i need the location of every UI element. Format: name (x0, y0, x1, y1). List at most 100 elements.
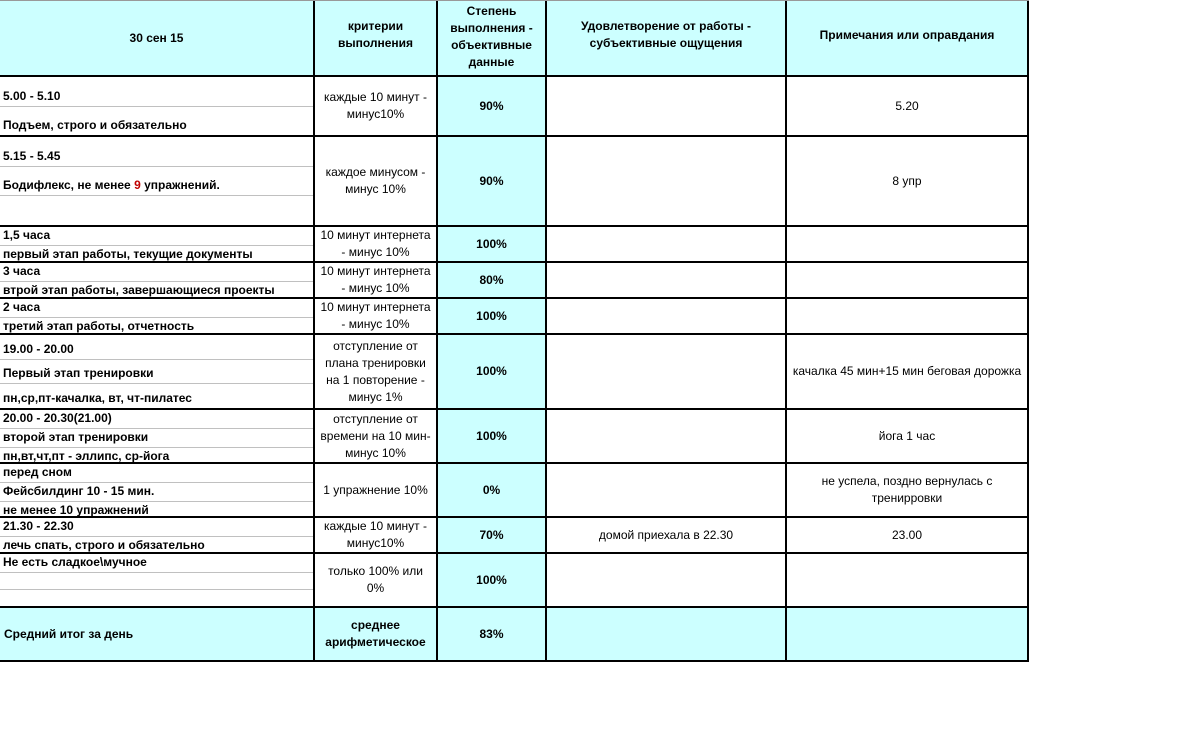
total-label[interactable]: Средний итог за день (0, 608, 315, 660)
total-satisfaction[interactable] (547, 608, 787, 660)
criteria-cell[interactable]: каждые 10 минут - минус10% (315, 518, 438, 552)
criteria-cell[interactable]: 10 минут интернета - минус 10% (315, 227, 438, 261)
task-line: 1,5 часа (0, 227, 313, 246)
table-row: 5.15 - 5.45 Бодифлекс, не менее 9 упражне… (0, 137, 1029, 227)
degree-cell[interactable]: 90% (438, 137, 547, 225)
table-row: 5.00 - 5.10 Подъем, строго и обязательно … (0, 77, 1029, 137)
satisfaction-cell[interactable] (547, 464, 787, 516)
header-degree[interactable]: Степень выполнения - объективные данные (438, 1, 547, 75)
task-cell[interactable]: Не есть сладкое\мучное (0, 554, 315, 606)
task-line: 21.30 - 22.30 (0, 518, 313, 537)
satisfaction-cell[interactable] (547, 554, 787, 606)
header-criteria[interactable]: критерии выполнения (315, 1, 438, 75)
task-line: пн,ср,пт-качалка, вт, чт-пилатес (3, 391, 192, 406)
task-line: 3 часа (0, 263, 313, 282)
degree-cell[interactable]: 100% (438, 335, 547, 408)
total-degree[interactable]: 83% (438, 608, 547, 660)
task-line: первый этап работы, текущие документы (3, 247, 253, 261)
degree-cell[interactable]: 90% (438, 77, 547, 135)
notes-cell[interactable]: качалка 45 мин+15 мин беговая дорожка (787, 335, 1029, 408)
table-row: 3 часа втрой этап работы, завершающиеся п… (0, 263, 1029, 299)
task-cell[interactable]: 3 часа втрой этап работы, завершающиеся п… (0, 263, 315, 297)
task-line: Первый этап тренировки (0, 360, 313, 385)
task-line: 2 часа (0, 299, 313, 318)
task-cell[interactable]: 20.00 - 20.30(21.00) второй этап трениров… (0, 410, 315, 463)
task-line: лечь спать, строго и обязательно (3, 538, 205, 552)
criteria-cell[interactable]: 1 упражнение 10% (315, 464, 438, 516)
task-line: третий этап работы, отчетность (3, 319, 195, 333)
table-row: 20.00 - 20.30(21.00) второй этап трениров… (0, 410, 1029, 464)
task-line (0, 590, 313, 606)
notes-cell[interactable] (787, 554, 1029, 606)
task-cell[interactable]: перед сном Фейсбилдинг 10 - 15 мин. не мен… (0, 464, 315, 517)
degree-cell[interactable]: 0% (438, 464, 547, 516)
spreadsheet: 30 сен 15 критерии выполнения Степень вы… (0, 0, 1029, 662)
total-notes[interactable] (787, 608, 1029, 660)
satisfaction-cell[interactable] (547, 410, 787, 462)
degree-cell[interactable]: 100% (438, 299, 547, 333)
satisfaction-cell[interactable]: домой приехала в 22.30 (547, 518, 787, 552)
task-line: Фейсбилдинг 10 - 15 мин. (0, 483, 313, 502)
header-row: 30 сен 15 критерии выполнения Степень вы… (0, 0, 1029, 77)
satisfaction-cell[interactable] (547, 335, 787, 408)
task-cell[interactable]: 2 часа третий этап работы, отчетность (0, 299, 315, 333)
task-cell[interactable]: 21.30 - 22.30 лечь спать, строго и обязат… (0, 518, 315, 552)
table-row: перед сном Фейсбилдинг 10 - 15 мин. не мен… (0, 464, 1029, 518)
task-count-highlight: 9 (134, 178, 141, 193)
criteria-cell[interactable]: 10 минут интернета - минус 10% (315, 299, 438, 333)
task-line: Бодифлекс, не менее 9 упражнений. (0, 167, 313, 197)
criteria-cell[interactable]: отступление от времени на 10 мин-минус 1… (315, 410, 438, 462)
notes-cell[interactable]: не успела, поздно вернулась с тренирровк… (787, 464, 1029, 516)
task-line: перед сном (0, 464, 313, 483)
notes-cell[interactable]: 5.20 (787, 77, 1029, 135)
task-line: второй этап тренировки (0, 429, 313, 448)
criteria-cell[interactable]: каждое минусом - минус 10% (315, 137, 438, 225)
task-text: Бодифлекс, не менее (3, 178, 135, 193)
header-date[interactable]: 30 сен 15 (0, 1, 315, 75)
task-line: 20.00 - 20.30(21.00) (0, 410, 313, 429)
degree-cell[interactable]: 100% (438, 554, 547, 606)
notes-cell[interactable] (787, 227, 1029, 261)
degree-cell[interactable]: 100% (438, 410, 547, 462)
criteria-cell[interactable]: каждые 10 минут - минус10% (315, 77, 438, 135)
task-cell[interactable]: 1,5 часа первый этап работы, текущие доку… (0, 227, 315, 261)
task-line: Не есть сладкое\мучное (0, 554, 313, 573)
satisfaction-cell[interactable] (547, 77, 787, 135)
satisfaction-cell[interactable] (547, 227, 787, 261)
task-text: упражнений. (140, 178, 220, 193)
table-row: Не есть сладкое\мучное только 100% или 0… (0, 554, 1029, 608)
notes-cell[interactable]: 8 упр (787, 137, 1029, 225)
task-cell[interactable]: 5.00 - 5.10 Подъем, строго и обязательно (0, 77, 315, 135)
table-row: 1,5 часа первый этап работы, текущие доку… (0, 227, 1029, 263)
degree-cell[interactable]: 70% (438, 518, 547, 552)
task-cell[interactable]: 19.00 - 20.00 Первый этап тренировки пн,ср… (0, 335, 315, 408)
satisfaction-cell[interactable] (547, 263, 787, 297)
task-line: втрой этап работы, завершающиеся проекты (3, 283, 275, 297)
table-row: 21.30 - 22.30 лечь спать, строго и обязат… (0, 518, 1029, 554)
task-cell[interactable]: 5.15 - 5.45 Бодифлекс, не менее 9 упражне… (0, 137, 315, 225)
table-row: 2 часа третий этап работы, отчетность 10 … (0, 299, 1029, 335)
degree-cell[interactable]: 100% (438, 227, 547, 261)
header-notes[interactable]: Примечания или оправдания (787, 1, 1029, 75)
degree-cell[interactable]: 80% (438, 263, 547, 297)
notes-cell[interactable]: йога 1 час (787, 410, 1029, 462)
criteria-cell[interactable]: только 100% или 0% (315, 554, 438, 606)
total-row: Средний итог за день среднее арифметичес… (0, 608, 1029, 662)
task-line: Подъем, строго и обязательно (3, 118, 187, 132)
notes-cell[interactable] (787, 299, 1029, 333)
header-date-text: 30 сен 15 (129, 30, 184, 45)
notes-cell[interactable]: 23.00 (787, 518, 1029, 552)
criteria-cell[interactable]: отступление от плана тренировки на 1 пов… (315, 335, 438, 408)
task-line (0, 573, 313, 590)
table-row: 19.00 - 20.00 Первый этап тренировки пн,ср… (0, 335, 1029, 410)
task-line: 19.00 - 20.00 (0, 335, 313, 360)
header-satisfaction[interactable]: Удовлетворение от работы - субъективные … (547, 1, 787, 75)
satisfaction-cell[interactable] (547, 137, 787, 225)
criteria-cell[interactable]: 10 минут интернета - минус 10% (315, 263, 438, 297)
total-criteria[interactable]: среднее арифметическое (315, 608, 438, 660)
task-line: не менее 10 упражнений (3, 503, 149, 517)
task-line: 5.15 - 5.45 (0, 137, 313, 167)
task-line (0, 196, 313, 225)
notes-cell[interactable] (787, 263, 1029, 297)
satisfaction-cell[interactable] (547, 299, 787, 333)
